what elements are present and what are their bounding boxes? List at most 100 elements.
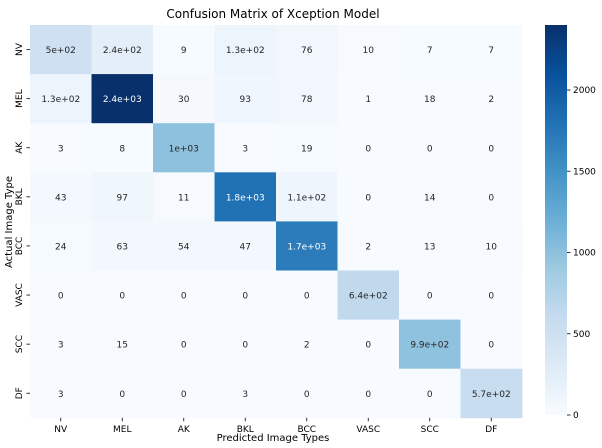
cell-value-label: 0 — [304, 390, 310, 400]
heatmap-cells: 5e+02 2.4e+02 9 1.3e+02 76 10 7 71.3e+02 2.4e+03… — [30, 25, 523, 419]
heatmap-cell — [30, 172, 92, 222]
cell-value-label: 43 — [55, 193, 66, 203]
y-tick-label: VASC — [15, 283, 25, 307]
colorbar-tick-label: 0 — [573, 411, 579, 421]
heatmap-cell — [91, 172, 154, 222]
cell-value-label: 1.7e+03 — [287, 242, 326, 252]
cell-value-label: 54 — [178, 242, 190, 252]
cell-value-label: 24 — [55, 242, 67, 252]
heatmap-cell — [153, 25, 215, 75]
cell-value-label: 3 — [242, 390, 248, 400]
y-tick-label: BCC — [15, 237, 25, 256]
heatmap-cell — [399, 172, 461, 222]
cell-value-label: 9.9e+02 — [410, 341, 449, 351]
cell-value-label: 19 — [301, 144, 313, 154]
heatmap-cell — [460, 319, 523, 370]
heatmap-cell — [276, 123, 338, 173]
x-tick-label: VASC — [356, 425, 380, 435]
cell-value-label: 0 — [365, 341, 371, 351]
y-tick-label: BKL — [15, 188, 25, 205]
y-tick-label: NV — [15, 42, 25, 56]
heatmap-cell — [91, 368, 154, 419]
cell-value-label: 1.3e+02 — [226, 46, 265, 56]
heatmap-cell — [399, 270, 461, 320]
heatmap-cell — [153, 172, 215, 222]
cell-value-label: 0 — [427, 144, 433, 154]
cell-value-label: 1e+03 — [169, 144, 199, 154]
cell-value-label: 14 — [424, 193, 436, 203]
cell-value-label: 47 — [240, 242, 251, 252]
cell-value-label: 0 — [488, 144, 494, 154]
x-axis-label: Predicted Image Types — [217, 433, 330, 444]
cell-value-label: 2.4e+02 — [103, 46, 142, 56]
heatmap-cell — [460, 74, 523, 124]
cell-value-label: 1.3e+02 — [41, 95, 80, 105]
y-axis-label: Actual Image Type — [4, 176, 15, 268]
cell-value-label: 7 — [488, 46, 494, 56]
heatmap-cell — [30, 319, 92, 370]
cell-value-label: 0 — [58, 292, 64, 302]
cell-value-label: 2 — [488, 95, 494, 105]
heatmap-cell — [276, 368, 338, 419]
chart-title: Confusion Matrix of Xception Model — [166, 7, 379, 21]
cell-value-label: 0 — [181, 341, 187, 351]
heatmap-cell — [460, 270, 523, 320]
colorbar-tick-label: 500 — [573, 330, 590, 340]
cell-value-label: 3 — [58, 144, 64, 154]
cell-value-label: 7 — [427, 46, 433, 56]
heatmap-cell — [337, 319, 400, 370]
colorbar-tick-label: 1000 — [573, 249, 596, 259]
x-tick-label: SCC — [421, 425, 439, 435]
colorbar-tick-label: 2000 — [573, 86, 596, 96]
heatmap-cell — [276, 319, 338, 370]
heatmap-cell — [153, 270, 215, 320]
cell-value-label: 0 — [181, 292, 187, 302]
cell-value-label: 0 — [488, 193, 494, 203]
cell-value-label: 0 — [365, 144, 371, 154]
heatmap-cell — [30, 368, 92, 419]
cell-value-label: 0 — [488, 341, 494, 351]
cell-value-label: 0 — [365, 390, 371, 400]
heatmap-cell — [30, 221, 92, 271]
cell-value-label: 3 — [242, 144, 248, 154]
cell-value-label: 0 — [488, 292, 494, 302]
heatmap-cell — [214, 319, 277, 370]
cell-value-label: 30 — [178, 95, 190, 105]
cell-value-label: 0 — [427, 390, 433, 400]
cell-value-label: 18 — [424, 95, 436, 105]
cell-value-label: 3 — [58, 341, 64, 351]
heatmap-cell — [276, 74, 338, 124]
heatmap-cell — [153, 319, 215, 370]
cell-value-label: 8 — [119, 144, 125, 154]
colorbar-tick-label: 1500 — [573, 167, 596, 177]
heatmap-cell — [337, 74, 400, 124]
cell-value-label: 2 — [304, 341, 310, 351]
heatmap-cell — [30, 270, 92, 320]
cell-value-label: 6.4e+02 — [349, 292, 388, 302]
heatmap-cell — [276, 25, 338, 75]
cell-value-label: 0 — [119, 292, 125, 302]
heatmap-cell — [91, 270, 154, 320]
heatmap-cell — [337, 123, 400, 173]
heatmap-cell — [153, 221, 215, 271]
heatmap-cell — [460, 123, 523, 173]
x-axis-ticks: NV MEL AK BKL BCC VASC SCC DF — [54, 417, 497, 435]
cell-value-label: 2 — [365, 242, 371, 252]
cell-value-label: 78 — [301, 95, 313, 105]
heatmap-cell — [153, 123, 215, 173]
cell-value-label: 2.4e+03 — [103, 95, 142, 105]
heatmap-cell — [399, 368, 461, 419]
cell-value-label: 0 — [304, 292, 310, 302]
colorbar: 0 500 1000 1500 2000 — [545, 25, 596, 421]
cell-value-label: 1 — [365, 95, 371, 105]
heatmap-cell — [337, 172, 400, 222]
heatmap-cell — [30, 25, 92, 75]
cell-value-label: 0 — [242, 292, 248, 302]
cell-value-label: 1.8e+03 — [226, 193, 265, 203]
cell-value-label: 3 — [58, 390, 64, 400]
heatmap-cell — [337, 368, 400, 419]
heatmap-cell — [337, 270, 400, 320]
y-tick-label: DF — [15, 387, 25, 399]
heatmap-cell — [91, 25, 154, 75]
